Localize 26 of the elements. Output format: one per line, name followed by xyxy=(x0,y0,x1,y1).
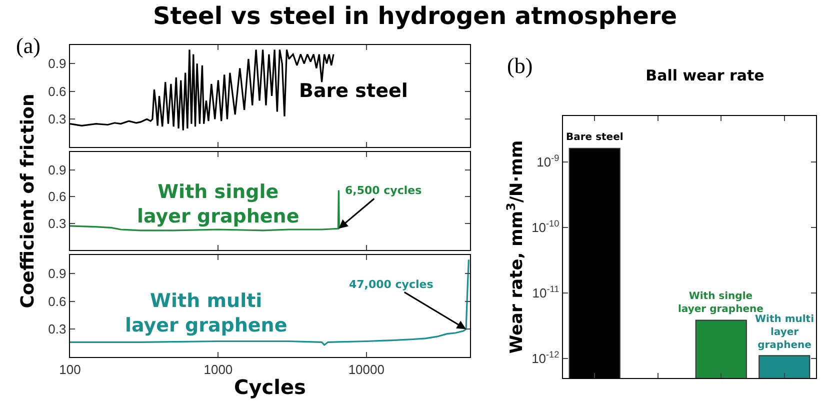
text: (a) xyxy=(16,33,40,58)
x-tick-label: 1000 xyxy=(204,362,233,377)
y-tick-label: 0.3 xyxy=(48,322,66,337)
y-tick-label: 0.6 xyxy=(48,294,66,309)
y-tick-label: 0.9 xyxy=(48,162,66,178)
x-axis-title: Cycles xyxy=(234,375,306,400)
y-tick-label: 0.9 xyxy=(48,266,66,282)
y-tick-label: 0.3 xyxy=(48,216,66,231)
y-tick-label: 0.6 xyxy=(48,84,66,99)
x-tick-label: 10000 xyxy=(348,362,384,377)
chart-title: Steel vs steel in hydrogen atmosphere xyxy=(153,2,677,30)
chart-title: Ball wear rate xyxy=(646,66,764,84)
series-label: Bare steel xyxy=(299,80,408,102)
y-tick-label: 10$^{-12}$ xyxy=(532,349,560,366)
y-tick-label: 0.6 xyxy=(48,189,66,204)
annotation: 6,500 cycles xyxy=(345,184,422,197)
series-label: With single layer graphene xyxy=(137,181,300,228)
y-axis-title: Coefficient of friction xyxy=(18,94,38,308)
x-tick-label: 100 xyxy=(59,362,81,377)
y-tick-label: 0.3 xyxy=(48,112,66,127)
y-tick-label: 10$^{-10}$ xyxy=(532,218,560,235)
text: (b) xyxy=(507,53,533,78)
annotation: 47,000 cycles xyxy=(349,278,434,291)
y-tick-label: 10$^{-11}$ xyxy=(532,284,560,300)
y-tick-label: 0.9 xyxy=(48,56,66,72)
y-tick-label: 10$^{-9}$ xyxy=(536,152,560,170)
